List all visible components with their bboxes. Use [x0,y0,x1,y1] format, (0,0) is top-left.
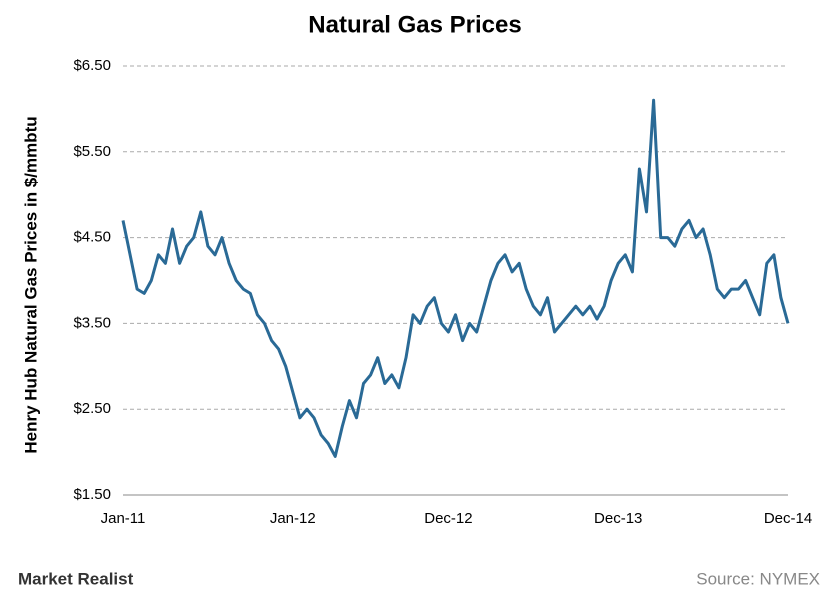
y-tick-label: $1.50 [73,486,111,503]
y-tick-label: $2.50 [73,400,111,417]
x-tick-label: Dec-14 [764,510,812,527]
chart-title: Natural Gas Prices [308,11,521,38]
brand: Market Realist [18,569,134,588]
x-tick-label: Jan-11 [101,510,146,527]
y-axis-label: Henry Hub Natural Gas Prices in $/mmbtu [21,116,40,453]
x-tick-label: Dec-12 [424,510,472,527]
y-tick-label: $4.50 [73,229,111,246]
y-tick-label: $5.50 [73,143,111,160]
x-tick-label: Dec-13 [594,510,642,527]
x-tick-label: Jan-12 [270,510,316,527]
y-tick-label: $3.50 [73,314,111,331]
y-tick-label: $6.50 [73,57,111,74]
source: Source: NYMEX [696,569,820,588]
price-line [121,98,790,458]
